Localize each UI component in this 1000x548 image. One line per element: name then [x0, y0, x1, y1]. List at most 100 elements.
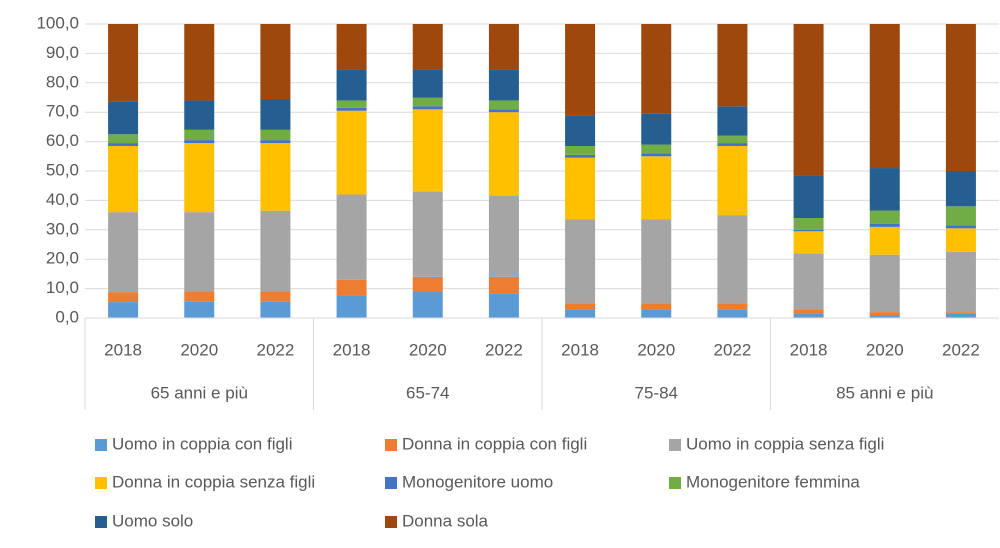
bar-segment	[565, 154, 596, 158]
group-label: 65-74	[406, 383, 449, 402]
bar-segment	[108, 143, 139, 147]
bar-segment	[108, 134, 139, 144]
bar-segment	[717, 106, 748, 136]
x-tick-label: 2022	[942, 340, 980, 359]
bar-segment	[869, 24, 900, 169]
legend-swatch	[385, 439, 397, 451]
bar-segment	[108, 146, 139, 213]
legend-label: Donna sola	[402, 511, 489, 530]
bar-segment	[717, 143, 748, 147]
bar-segment	[565, 303, 596, 310]
bar-segment	[260, 210, 291, 292]
bar-segment	[641, 24, 672, 114]
bar-segment	[336, 69, 367, 101]
bar-segment	[108, 302, 139, 318]
bar-segment	[488, 100, 519, 110]
bar-segment	[184, 140, 215, 144]
x-tick-label: 2020	[180, 340, 218, 359]
group-label: 85 anni e più	[836, 383, 933, 402]
legend-swatch	[669, 439, 681, 451]
y-tick-label: 20,0	[46, 249, 79, 268]
bar-segment	[108, 292, 139, 303]
bar-segment	[641, 219, 672, 304]
bar-segment	[412, 109, 443, 192]
bar-segment	[869, 168, 900, 211]
bar-segment	[565, 219, 596, 304]
bar-segment	[641, 309, 672, 318]
legend-label: Uomo in coppia senza figli	[686, 434, 884, 453]
legend-swatch	[385, 477, 397, 489]
bar-segment	[793, 313, 824, 318]
bar-segment	[641, 153, 672, 157]
bar-segment	[184, 291, 215, 302]
bar-segment	[412, 276, 443, 292]
x-tick-label: 2018	[561, 340, 599, 359]
bar-segment	[412, 69, 443, 98]
bar-segment	[717, 309, 748, 318]
bar-segment	[260, 291, 291, 302]
bar-segment	[945, 312, 976, 314]
bar-segment	[793, 231, 824, 254]
bar-segment	[336, 24, 367, 70]
bar-segment	[717, 24, 748, 107]
bar-segment	[717, 215, 748, 304]
bar-segment	[336, 100, 367, 108]
bar-segment	[184, 24, 215, 101]
legend-label: Donna in coppia senza figli	[112, 472, 315, 491]
bar-segment	[184, 301, 215, 318]
x-tick-label: 2020	[637, 340, 675, 359]
bar-segment	[945, 171, 976, 207]
group-label: 75-84	[635, 383, 678, 402]
bar-segment	[869, 210, 900, 224]
y-tick-label: 90,0	[46, 43, 79, 62]
x-tick-label: 2022	[257, 340, 295, 359]
bar-segment	[488, 24, 519, 70]
bar-segment	[641, 113, 672, 145]
bar-segment	[184, 143, 215, 213]
bar-segment	[336, 295, 367, 318]
bar-segment	[336, 110, 367, 195]
bar-segment	[565, 146, 596, 155]
bar-segment	[945, 313, 976, 318]
legend-label: Uomo in coppia con figli	[112, 434, 292, 453]
legend-swatch	[95, 516, 107, 528]
legend-swatch	[669, 477, 681, 489]
y-tick-label: 0,0	[55, 307, 79, 326]
x-tick-label: 2018	[790, 340, 828, 359]
x-tick-label: 2020	[409, 340, 447, 359]
legend-swatch	[95, 439, 107, 451]
bar-segment	[565, 115, 596, 147]
y-tick-label: 70,0	[46, 102, 79, 121]
y-tick-label: 30,0	[46, 219, 79, 238]
legend-label: Monogenitore uomo	[402, 472, 553, 491]
bar-segment	[945, 206, 976, 226]
x-tick-label: 2022	[714, 340, 752, 359]
legend-swatch	[95, 477, 107, 489]
bar-segment	[488, 293, 519, 318]
y-tick-label: 10,0	[46, 278, 79, 297]
bar-segment	[412, 191, 443, 277]
bar-segment	[184, 129, 215, 141]
bar-segment	[793, 229, 824, 232]
bar-segment	[717, 146, 748, 216]
bar-segment	[793, 218, 824, 230]
bar-segment	[488, 195, 519, 277]
bar-segment	[336, 279, 367, 296]
bar-segment	[869, 254, 900, 313]
bar-segment	[184, 100, 215, 130]
bar-segment	[717, 135, 748, 144]
y-tick-label: 100,0	[36, 13, 79, 32]
group-label: 65 anni e più	[151, 383, 248, 402]
bar-segment	[793, 253, 824, 310]
y-tick-label: 40,0	[46, 190, 79, 209]
x-tick-label: 2022	[485, 340, 523, 359]
bar-segment	[260, 143, 291, 211]
bar-segment	[488, 276, 519, 294]
bar-segment	[641, 144, 672, 154]
y-tick-label: 80,0	[46, 72, 79, 91]
bar-segment	[260, 24, 291, 99]
legend-label: Donna in coppia con figli	[402, 434, 587, 453]
bar-segment	[260, 140, 291, 144]
y-tick-label: 50,0	[46, 160, 79, 179]
